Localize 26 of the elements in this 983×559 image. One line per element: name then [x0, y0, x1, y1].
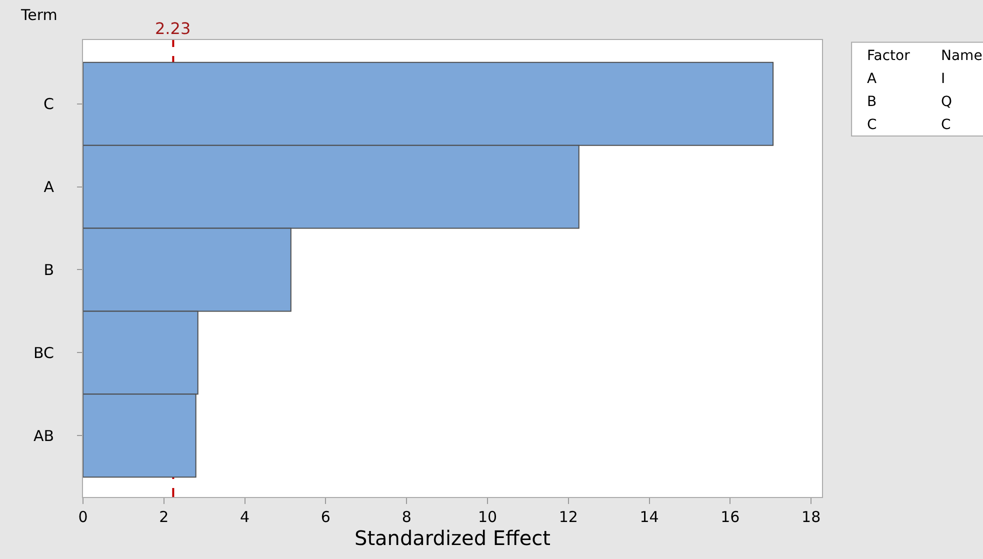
text: A [867, 71, 877, 87]
y-tick-label: A [44, 178, 55, 196]
x-tick-label: 2 [159, 508, 169, 526]
text: B [867, 94, 877, 110]
y-tick-label: BC [33, 344, 54, 362]
x-tick-label: 4 [240, 508, 250, 526]
ref-line-label: 2.23 [155, 19, 191, 38]
x-tick-label: 16 [720, 508, 740, 526]
x-tick-label: 10 [478, 508, 498, 526]
x-tick-label: 12 [558, 508, 578, 526]
x-tick-label: 8 [402, 508, 412, 526]
x-axis-title: Standardized Effect [354, 526, 551, 550]
x-tick-label: 0 [78, 508, 88, 526]
text: Name [941, 48, 982, 64]
text: I [941, 71, 946, 87]
x-tick-label: 14 [640, 508, 659, 526]
x-tick-label: 18 [802, 508, 821, 526]
y-tick-label: C [44, 95, 54, 114]
y-tick-label: B [44, 260, 54, 279]
text: C [867, 117, 877, 133]
y-tick-label: AB [33, 426, 54, 445]
text: Factor [867, 48, 910, 64]
text: C [941, 117, 951, 133]
y-axis-title: Term [20, 6, 58, 24]
x-tick-label: 6 [320, 508, 330, 526]
text: Q [941, 94, 952, 110]
